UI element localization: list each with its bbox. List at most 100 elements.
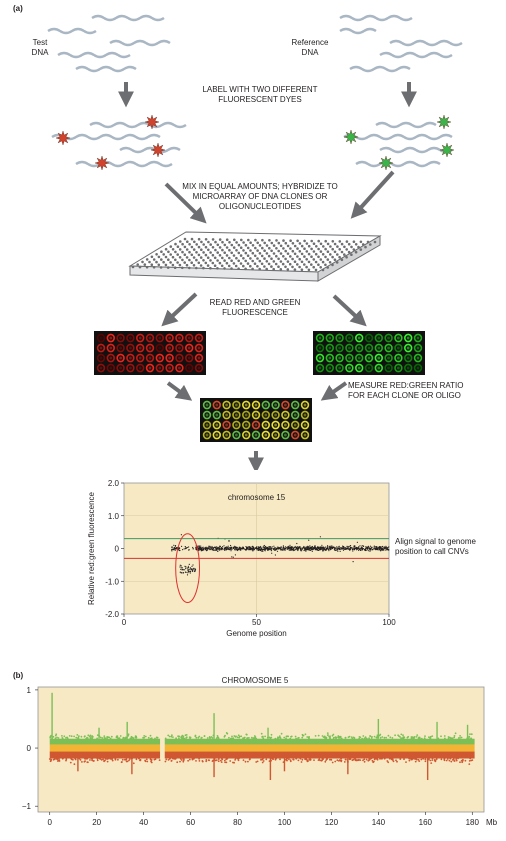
array-spot (312, 258, 316, 261)
ratio-point (302, 548, 304, 550)
array-spot (157, 263, 161, 267)
ratio-point (299, 547, 301, 549)
ratio-point (174, 548, 176, 550)
scan-spot-core (318, 336, 322, 340)
scan-spot-core (99, 366, 103, 370)
scan-spot (212, 420, 222, 430)
gain-point (78, 735, 80, 737)
array-spot (289, 239, 292, 242)
ratio-point (303, 549, 305, 552)
array-spot (213, 256, 217, 260)
array-spot (267, 254, 271, 258)
gain-point (285, 735, 288, 738)
ratio-point (187, 565, 189, 567)
ratio-point (294, 545, 296, 548)
array-spot (310, 239, 314, 243)
ratio-point (323, 550, 325, 552)
loss-point (446, 758, 449, 760)
ratio-point (358, 546, 360, 548)
array-spot (274, 262, 278, 266)
loss-point (224, 761, 227, 764)
array-spot (225, 254, 229, 257)
ratio-point (212, 547, 214, 550)
ratio-point (253, 547, 255, 550)
array-spot (244, 243, 248, 247)
scan-spot (281, 430, 290, 440)
array-spot (234, 264, 238, 268)
loss-point (297, 759, 300, 762)
scan-spot-core (205, 423, 209, 427)
loss-point (370, 757, 373, 760)
scan-spot (374, 343, 383, 353)
ratio-point (260, 550, 263, 552)
array-spot (228, 248, 231, 252)
array-spot (237, 267, 240, 271)
gain-point (399, 736, 401, 738)
ratio-point (380, 550, 382, 552)
array-spot (326, 258, 330, 261)
scan-spot (315, 353, 325, 363)
ratio-point (264, 547, 266, 549)
ratio-point (337, 550, 339, 552)
scan-spot-core (138, 366, 142, 370)
array-spot (242, 257, 245, 260)
ratio-point (338, 548, 340, 551)
scan-spot (212, 430, 222, 440)
ratio-point (185, 567, 187, 569)
array-spot (169, 261, 172, 264)
scan-spot (300, 400, 310, 410)
loss-point (324, 760, 327, 763)
deletion-highlight-ellipse (175, 533, 201, 604)
gain-point (130, 735, 133, 738)
array-spot (296, 263, 299, 266)
loss-point (50, 758, 53, 761)
array-spot (183, 237, 187, 241)
ratio-point (375, 548, 377, 550)
loss-point (331, 761, 334, 764)
ratio-point (293, 549, 296, 551)
ratio-point (239, 548, 241, 550)
gain-point (217, 736, 219, 739)
ratio-point (206, 550, 208, 552)
gain-point (347, 736, 350, 738)
ratio-point (256, 546, 258, 548)
array-spot (260, 254, 264, 258)
gain-point (383, 736, 386, 739)
array-spot (361, 243, 365, 246)
gain-point (171, 734, 173, 737)
array-spot (209, 266, 212, 270)
array-spot (197, 253, 201, 257)
array-spot (228, 241, 231, 244)
array-spot (188, 258, 191, 262)
ratio-point (250, 547, 252, 549)
gain-point (223, 735, 226, 738)
array-spot (300, 252, 304, 256)
gain-point (459, 737, 461, 739)
scan-spot-core (338, 356, 341, 360)
ratio-point (240, 548, 242, 550)
gain-point (200, 736, 203, 739)
loss-point (420, 758, 423, 761)
scan-spot (345, 353, 354, 363)
array-spot (209, 251, 212, 254)
ratio-point (238, 547, 240, 549)
array-spot (195, 266, 198, 270)
loss-point (205, 760, 208, 763)
ratio-point (305, 546, 307, 548)
scan-spot (251, 430, 261, 440)
loss-point (49, 760, 52, 763)
loss-point (392, 760, 395, 763)
ratio-point (365, 546, 367, 548)
x-tick-label: 120 (325, 818, 339, 827)
array-spot (225, 246, 229, 249)
ratio-point (215, 549, 217, 551)
loss-point (340, 757, 342, 760)
ratio-point (369, 547, 371, 549)
y-tick-label: 0 (27, 744, 32, 753)
loss-point (104, 759, 106, 762)
array-spot (315, 245, 318, 248)
gain-point (233, 735, 236, 737)
x-tick-label: 160 (419, 818, 433, 827)
array-spot (249, 241, 252, 244)
scan-spot-core (119, 336, 122, 340)
